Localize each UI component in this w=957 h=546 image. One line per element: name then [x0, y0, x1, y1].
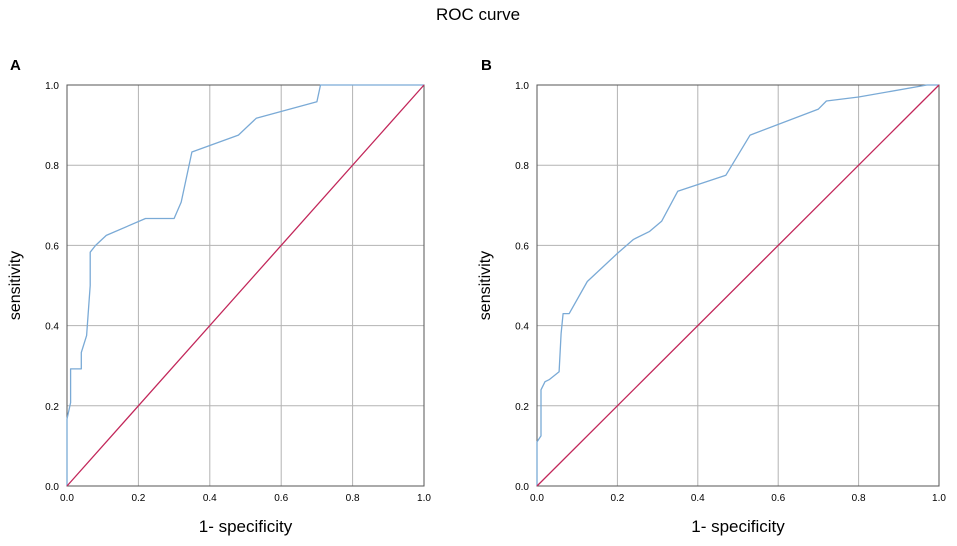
y-axis-label: sensitivity: [7, 251, 24, 320]
y-tick-label: 0.8: [45, 161, 59, 172]
x-tick-label: 0.4: [691, 493, 705, 504]
y-tick-label: 0.2: [45, 402, 59, 413]
x-axis-label: 1- specificity: [199, 517, 293, 536]
y-tick-label: 0.2: [515, 402, 529, 413]
reference-line: [66, 84, 425, 487]
x-tick-label: 0.0: [530, 493, 544, 504]
panel-a: A 0.0 0.2 0.4 0.6 0.8 1.0 0.0 0.2 0.4 0.6 0.8 1.0 1- …: [7, 57, 431, 536]
x-tick-label: 0.8: [346, 493, 360, 504]
y-tick-label: 0.4: [45, 322, 59, 333]
y-axis-label: sensitivity: [477, 251, 494, 320]
x-tick-label: 1.0: [932, 493, 946, 504]
y-tick-label: 0.6: [515, 241, 529, 252]
x-tick-label: 0.6: [771, 493, 785, 504]
x-tick-label: 1.0: [417, 493, 431, 504]
roc-curve: [66, 84, 424, 486]
y-tick-label: 0.4: [515, 322, 529, 333]
figure-title: ROC curve: [436, 5, 520, 24]
roc-curve: [536, 84, 939, 486]
x-tick-label: 0.2: [131, 493, 145, 504]
panel-label: B: [481, 57, 492, 74]
x-tick-label: 0.6: [274, 493, 288, 504]
x-axis-label: 1- specificity: [691, 517, 785, 536]
plot-frame: [66, 84, 425, 487]
x-tick-label: 0.2: [610, 493, 624, 504]
x-tick-label: 0.8: [852, 493, 866, 504]
x-tick-label: 0.4: [203, 493, 217, 504]
panel-label: A: [10, 57, 21, 74]
y-tick-label: 1.0: [45, 81, 59, 92]
reference-line: [536, 84, 940, 487]
y-tick-label: 0.8: [515, 161, 529, 172]
y-tick-label: 0.0: [515, 482, 529, 493]
y-tick-label: 1.0: [515, 81, 529, 92]
x-tick-label: 0.0: [60, 493, 74, 504]
y-tick-label: 0.6: [45, 241, 59, 252]
y-tick-label: 0.0: [45, 482, 59, 493]
plot-frame: [536, 84, 940, 487]
panel-b: B 0.0 0.2 0.4 0.6 0.8 1.0 0.0 0.2 0.4 0.6 0.8 1.0 1- …: [477, 57, 946, 536]
